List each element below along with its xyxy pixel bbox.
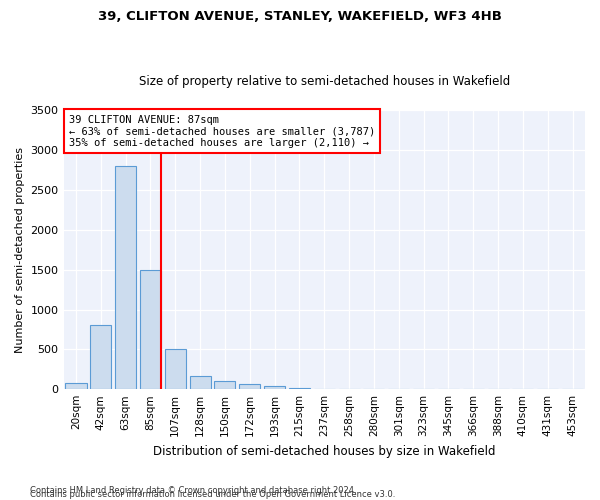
- Text: 39, CLIFTON AVENUE, STANLEY, WAKEFIELD, WF3 4HB: 39, CLIFTON AVENUE, STANLEY, WAKEFIELD, …: [98, 10, 502, 23]
- Bar: [264, 386, 285, 389]
- Bar: [140, 270, 161, 389]
- Title: Size of property relative to semi-detached houses in Wakefield: Size of property relative to semi-detach…: [139, 76, 510, 88]
- Bar: [165, 348, 186, 389]
- Bar: [289, 388, 310, 389]
- Bar: [65, 383, 86, 389]
- Text: 39 CLIFTON AVENUE: 87sqm
← 63% of semi-detached houses are smaller (3,787)
35% o: 39 CLIFTON AVENUE: 87sqm ← 63% of semi-d…: [69, 114, 375, 148]
- Text: Contains HM Land Registry data © Crown copyright and database right 2024.: Contains HM Land Registry data © Crown c…: [30, 486, 356, 495]
- Bar: [90, 326, 112, 389]
- Bar: [239, 384, 260, 389]
- Y-axis label: Number of semi-detached properties: Number of semi-detached properties: [15, 147, 25, 353]
- Bar: [190, 376, 211, 389]
- Text: Contains public sector information licensed under the Open Government Licence v3: Contains public sector information licen…: [30, 490, 395, 499]
- Bar: [115, 166, 136, 389]
- Bar: [214, 381, 235, 389]
- X-axis label: Distribution of semi-detached houses by size in Wakefield: Distribution of semi-detached houses by …: [153, 444, 496, 458]
